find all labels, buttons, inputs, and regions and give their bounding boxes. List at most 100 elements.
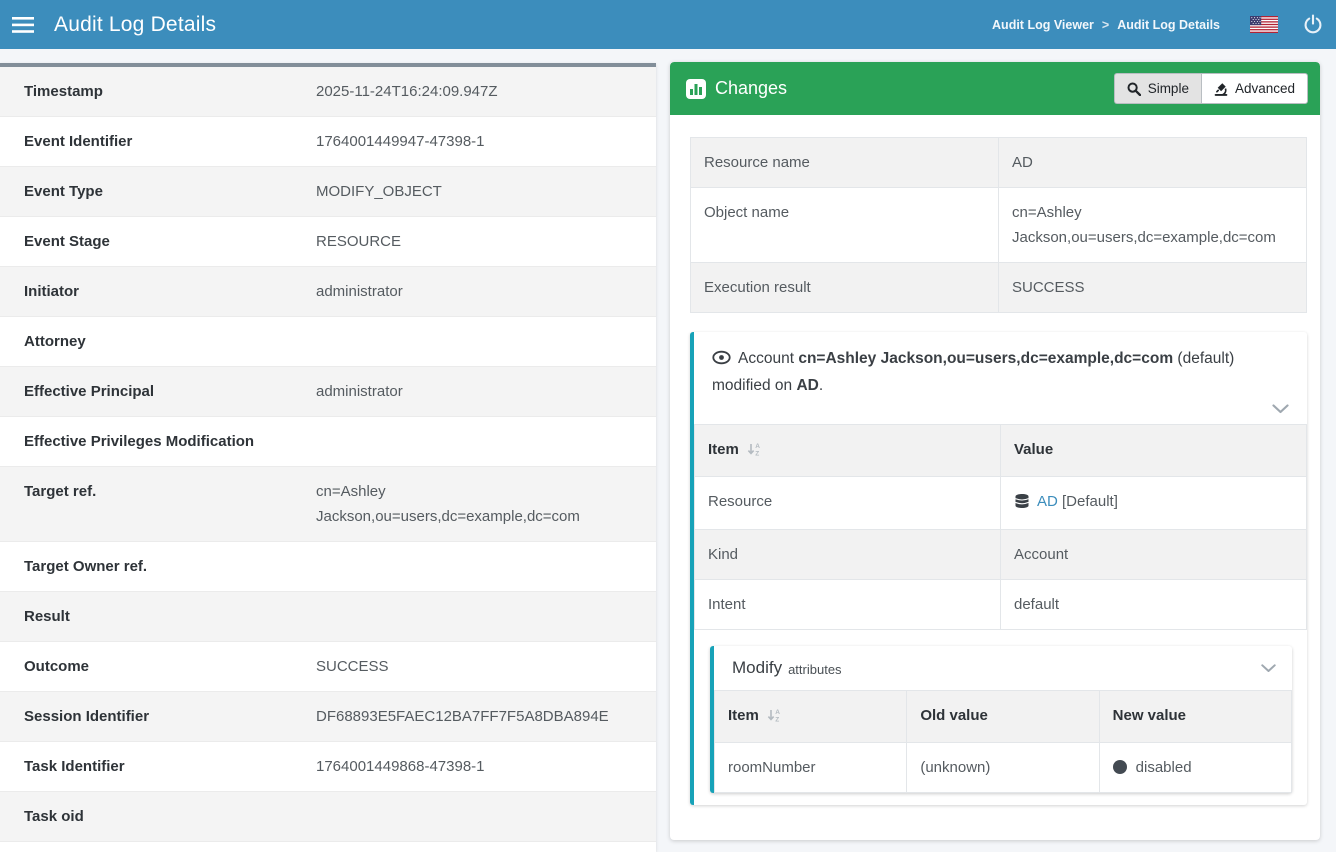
changes-panel: Changes Simple Advanced: [670, 62, 1320, 840]
database-icon: [1014, 492, 1030, 517]
changes-title: Changes: [715, 78, 788, 98]
sort-icon[interactable]: A Z: [747, 439, 762, 464]
logout-button[interactable]: [1302, 14, 1324, 36]
item-column-header[interactable]: Item A Z: [694, 424, 1001, 477]
detail-row-effective-principal: Effective Principal administrator: [0, 367, 656, 417]
simple-view-button[interactable]: Simple: [1113, 73, 1201, 104]
delta-object-name: cn=Ashley Jackson,ou=users,dc=example,dc…: [798, 350, 1174, 367]
detail-value: 1764001449947-47398-1: [316, 133, 485, 150]
eye-icon: [712, 348, 731, 373]
detail-row-request-identifier: Request Identifier cc6a48fd-9ed1-4fb2-96…: [0, 842, 656, 852]
detail-label: Event Identifier: [24, 133, 133, 150]
delta-text-period: .: [818, 377, 824, 394]
detail-value: MODIFY_OBJECT: [316, 183, 442, 200]
table-row: Kind Account: [694, 529, 1307, 580]
item-cell: Resource: [694, 476, 1001, 530]
simple-view-label: Simple: [1147, 81, 1189, 96]
detail-row-timestamp: Timestamp 2025-11-24T16:24:09.947Z: [0, 67, 656, 117]
detail-value: 1764001449868-47398-1: [316, 758, 485, 775]
table-header-row: Item A Z Old value New value: [713, 690, 1293, 743]
detail-row-initiator: Initiator administrator: [0, 267, 656, 317]
detail-row-attorney: Attorney: [0, 317, 656, 367]
hamburger-icon: [12, 16, 34, 33]
sidebar-toggle-button[interactable]: [0, 0, 46, 49]
view-mode-toggle: Simple Advanced: [1113, 73, 1308, 104]
breadcrumb-current: Audit Log Details: [1117, 17, 1220, 32]
table-row: roomNumber (unknown) disabled: [713, 742, 1293, 793]
detail-value: administrator: [316, 283, 403, 300]
item-cell: Intent: [694, 579, 1001, 630]
detail-label: Effective Principal: [24, 383, 155, 400]
microscope-icon: [1214, 82, 1228, 96]
attribute-name-cell: roomNumber: [713, 742, 908, 793]
value-cell: AD [Default]: [1000, 476, 1307, 530]
svg-text:A: A: [755, 443, 760, 450]
detail-row-target-ref: Target ref. cn=Ashley Jackson,ou=users,d…: [0, 467, 656, 542]
change-info-table: Resource name AD Object name cn=Ashley J…: [690, 137, 1307, 313]
svg-text:A: A: [775, 709, 780, 716]
old-value-cell: (unknown): [906, 742, 1100, 793]
modify-attributes-header: Modify attributes: [714, 646, 1292, 690]
audit-details-panel: Timestamp 2025-11-24T16:24:09.947Z Event…: [0, 63, 656, 852]
detail-row-event-stage: Event Stage RESOURCE: [0, 217, 656, 267]
detail-label: Session Identifier: [24, 708, 150, 725]
top-navbar: Audit Log Details Audit Log Viewer > Aud…: [0, 0, 1336, 49]
info-label: Object name: [690, 187, 999, 263]
old-value-column-header: Old value: [906, 690, 1100, 743]
advanced-view-label: Advanced: [1234, 81, 1295, 96]
detail-label: Effective Privileges Modification: [24, 433, 255, 450]
advanced-view-button[interactable]: Advanced: [1200, 73, 1308, 104]
svg-text:Z: Z: [775, 716, 779, 722]
detail-label: Task oid: [24, 808, 84, 825]
resource-default-tag: [Default]: [1062, 493, 1118, 510]
table-row: Resource AD [Default]: [694, 476, 1307, 530]
locale-flag-button[interactable]: [1250, 16, 1278, 33]
page-title: Audit Log Details: [54, 12, 217, 36]
detail-row-effective-privileges-modification: Effective Privileges Modification: [0, 417, 656, 467]
changes-panel-header: Changes Simple Advanced: [670, 62, 1320, 115]
item-cell: Kind: [694, 529, 1001, 580]
detail-label: Target Owner ref.: [24, 558, 148, 575]
collapse-modify-button[interactable]: [1259, 662, 1278, 675]
breadcrumb-parent-link[interactable]: Audit Log Viewer: [992, 17, 1094, 32]
detail-label: Result: [24, 608, 70, 625]
breadcrumb: Audit Log Viewer > Audit Log Details: [992, 18, 1220, 32]
detail-row-target-owner-ref: Target Owner ref.: [0, 542, 656, 592]
detail-label: Task Identifier: [24, 758, 125, 775]
new-value-cell: disabled: [1098, 742, 1293, 793]
detail-value: SUCCESS: [316, 658, 389, 675]
delta-text-middle: (default) modified on: [712, 350, 1235, 394]
modify-subtitle: attributes: [788, 662, 842, 677]
item-column-header[interactable]: Item A Z: [713, 690, 908, 743]
delta-text-prefix: Account: [738, 350, 795, 367]
info-label: Resource name: [690, 137, 999, 188]
value-cell: default: [1000, 579, 1307, 630]
table-row: Object name cn=Ashley Jackson,ou=users,d…: [690, 187, 1307, 263]
info-value: SUCCESS: [998, 262, 1307, 313]
table-row: Intent default: [694, 579, 1307, 630]
table-header-row: Item A Z Value: [694, 424, 1307, 477]
detail-row-event-type: Event Type MODIFY_OBJECT: [0, 167, 656, 217]
collapse-delta-button[interactable]: [1270, 402, 1291, 416]
breadcrumb-separator: >: [1101, 17, 1110, 32]
detail-row-task-identifier: Task Identifier 1764001449868-47398-1: [0, 742, 656, 792]
detail-value: 2025-11-24T16:24:09.947Z: [316, 83, 498, 100]
sort-icon[interactable]: A Z: [767, 705, 782, 730]
detail-row-task-oid: Task oid: [0, 792, 656, 842]
us-flag-icon: [1250, 16, 1278, 33]
chevron-down-icon: [1261, 663, 1276, 672]
chevron-down-icon: [1272, 404, 1289, 414]
table-row: Execution result SUCCESS: [690, 262, 1307, 313]
power-icon: [1304, 14, 1322, 33]
new-value-column-header: New value: [1098, 690, 1293, 743]
detail-value: DF68893E5FAEC12BA7FF7F5A8DBA894E: [316, 708, 609, 725]
detail-label: Target ref.: [24, 483, 97, 500]
modify-attributes-card: Modify attributes Item: [710, 646, 1293, 793]
table-row: Resource name AD: [690, 137, 1307, 188]
detail-value: administrator: [316, 383, 403, 400]
svg-text:Z: Z: [755, 450, 759, 456]
search-icon: [1127, 82, 1141, 96]
detail-label: Event Stage: [24, 233, 110, 250]
resource-link[interactable]: AD: [1037, 493, 1058, 510]
bar-chart-icon: [686, 78, 706, 99]
